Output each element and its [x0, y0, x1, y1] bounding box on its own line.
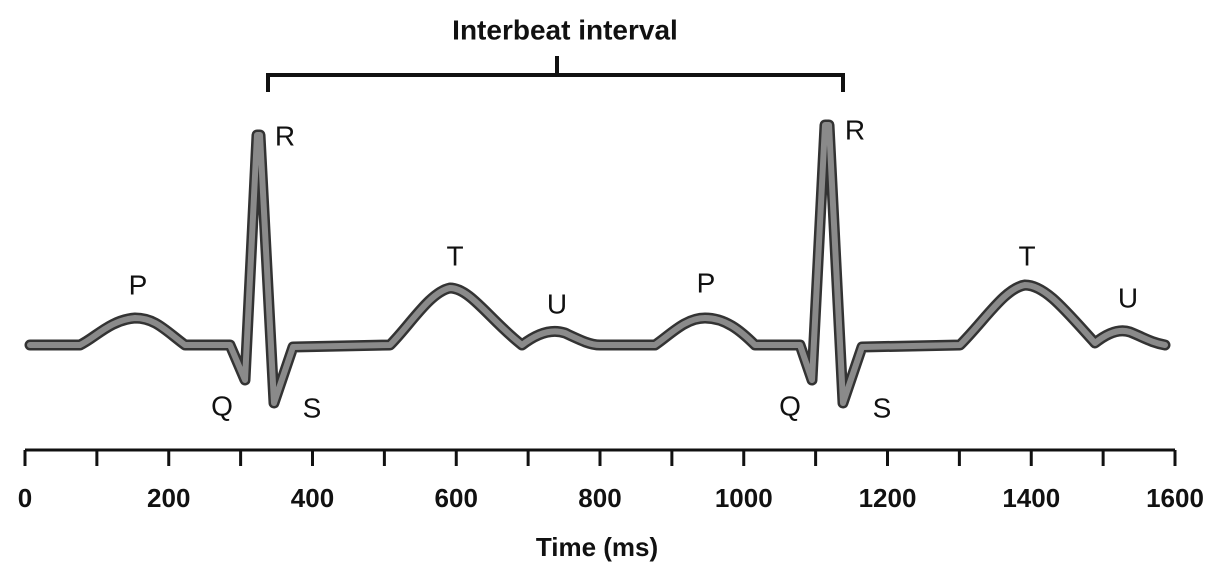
tick-label: 200: [147, 483, 190, 513]
tick-label: 800: [578, 483, 621, 513]
wave-label: S: [303, 392, 322, 423]
tick-label: 1000: [715, 483, 773, 513]
wave-label: T: [446, 240, 463, 271]
wave-label: P: [697, 267, 716, 298]
tick-label: 400: [291, 483, 334, 513]
wave-label: Q: [211, 390, 233, 421]
tick-label: 1400: [1002, 483, 1060, 513]
wave-label: P: [129, 269, 148, 300]
wave-label: S: [873, 392, 892, 423]
wave-label: U: [1118, 282, 1138, 313]
interval-title: Interbeat interval: [452, 14, 678, 45]
interval-bracket: [266, 56, 845, 92]
ecg-wave: [24, 119, 1171, 409]
tick-label: 0: [18, 483, 32, 513]
wave-label: R: [275, 120, 295, 151]
wave-label: R: [845, 114, 865, 145]
tick-label: 1600: [1146, 483, 1204, 513]
wave-label: Q: [779, 390, 801, 421]
axis-title: Time (ms): [536, 532, 658, 562]
tick-label: 600: [435, 483, 478, 513]
tick-label: 1200: [859, 483, 917, 513]
wave-label: U: [547, 288, 567, 319]
wave-label: T: [1018, 240, 1035, 271]
